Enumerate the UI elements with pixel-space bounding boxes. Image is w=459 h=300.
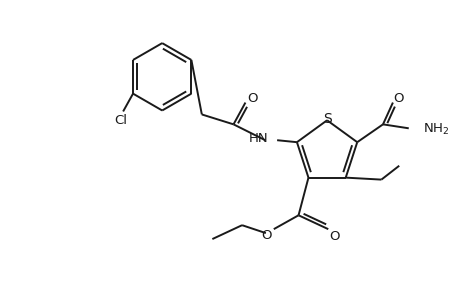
Text: HN: HN [248,132,268,145]
Text: O: O [328,230,339,243]
Text: O: O [246,92,257,105]
Text: Cl: Cl [114,114,127,127]
Text: O: O [393,92,403,105]
Text: NH$_2$: NH$_2$ [422,122,448,137]
Text: O: O [261,229,272,242]
Text: S: S [322,112,331,126]
